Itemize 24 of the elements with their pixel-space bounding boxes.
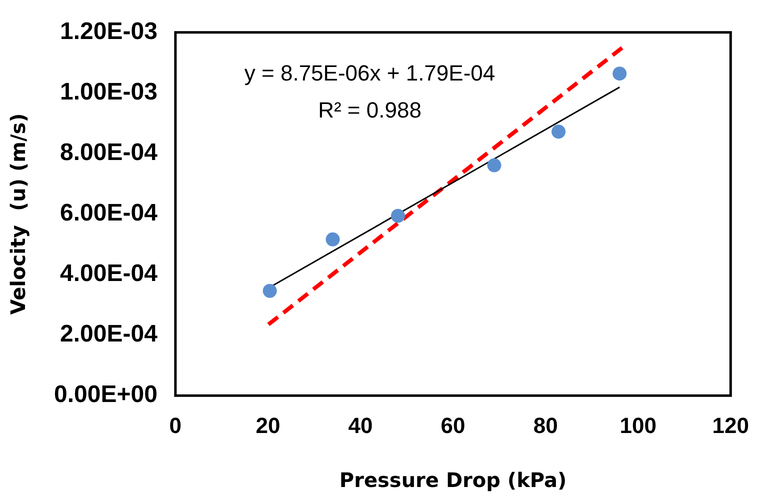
x-tick-label: 20: [256, 412, 280, 438]
y-tick-label: 1.20E-03: [60, 18, 158, 46]
y-axis-title: Velocity (u) (m/s): [6, 113, 30, 315]
point: [262, 284, 277, 298]
point: [390, 208, 405, 223]
x-tick-label: 0: [169, 412, 182, 438]
point: [487, 158, 502, 172]
y-tick-label: 6.00E-04: [60, 200, 158, 227]
point: [326, 232, 340, 246]
x-tick-label: 40: [348, 412, 373, 438]
y-tick-label: 0.00E+00: [54, 381, 158, 408]
x-tick-label: 120: [712, 412, 750, 438]
x-tick-label: 100: [620, 412, 656, 438]
annotation: R² = 0.988: [318, 97, 422, 122]
y-tick-label: 8.00E-04: [60, 139, 158, 166]
x-axis-title: Pressure Drop (kPa): [339, 468, 567, 492]
y-tick-label: 1.00E-03: [60, 78, 158, 106]
point: [612, 66, 627, 81]
point: [552, 124, 566, 139]
x-tick-label: 60: [440, 412, 466, 438]
y-tick-label: 2.00E-04: [60, 320, 158, 348]
annotation: y = 8.75E-06x + 1.79E-04: [244, 60, 496, 86]
x-tick-label: 80: [533, 412, 558, 438]
y-tick-label: 4.00E-04: [60, 260, 158, 288]
